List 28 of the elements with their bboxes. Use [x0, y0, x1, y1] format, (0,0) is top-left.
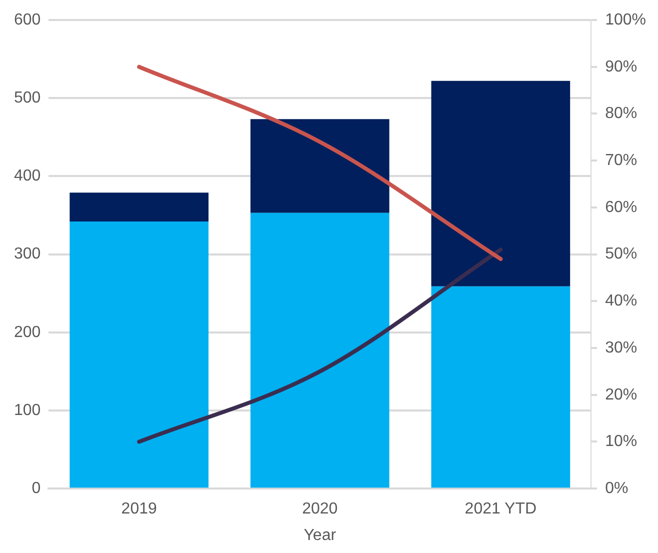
x-axis-title: Year — [304, 526, 337, 544]
y-tick-label: 600 — [14, 11, 41, 28]
y2-tick-label: 10% — [605, 433, 638, 450]
y2-tick-label: 60% — [605, 198, 638, 216]
x-tick-label: 2020 — [302, 500, 338, 518]
y-tick-label: 100 — [14, 402, 41, 419]
y-tick-label: 0 — [32, 480, 41, 498]
bar — [70, 192, 209, 222]
y2-tick-label: 30% — [605, 339, 638, 356]
x-tick-label: 2019 — [121, 500, 157, 518]
y2-tick-label: 90% — [605, 58, 638, 76]
bar — [70, 222, 209, 488]
y-tick-label: 200 — [14, 324, 41, 341]
y-tick-label: 500 — [14, 90, 41, 107]
y2-tick-label: 40% — [605, 292, 638, 310]
bar — [431, 80, 570, 286]
bar — [250, 119, 390, 213]
bar — [431, 286, 570, 488]
y2-tick-label: 50% — [605, 246, 638, 263]
y2-tick-label: 0% — [605, 480, 628, 498]
y-tick-label: 300 — [14, 246, 41, 263]
x-tick-label: 2021 YTD — [464, 500, 537, 518]
bar — [250, 212, 390, 488]
y2-tick-label: 70% — [605, 152, 638, 169]
y2-tick-label: 20% — [605, 386, 638, 404]
y2-tick-label: 80% — [605, 105, 638, 122]
y-tick-label: 400 — [14, 168, 41, 185]
y2-tick-label: 100% — [605, 11, 646, 28]
